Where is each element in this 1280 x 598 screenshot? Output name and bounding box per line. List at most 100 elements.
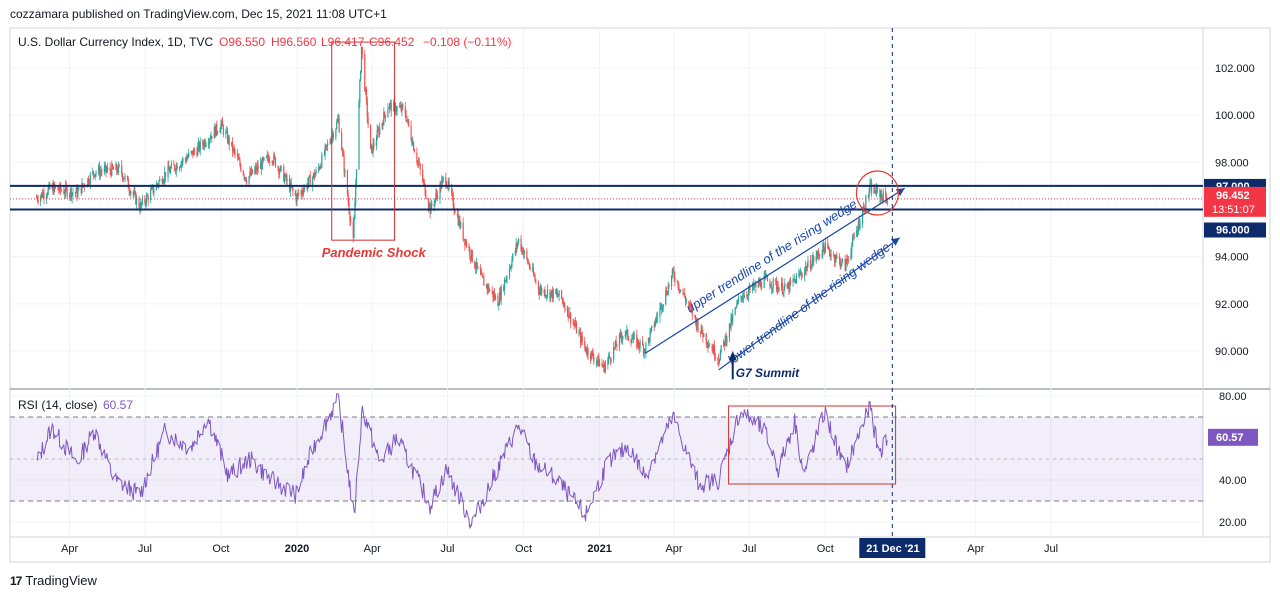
candle-body bbox=[545, 295, 547, 297]
candle-body bbox=[487, 285, 489, 290]
candle-body bbox=[360, 46, 363, 72]
candle-body bbox=[813, 256, 815, 262]
candle-body bbox=[278, 167, 280, 174]
candle-body bbox=[153, 190, 155, 193]
candle-body bbox=[846, 259, 848, 261]
candle-body bbox=[179, 166, 182, 168]
candle-body bbox=[742, 297, 744, 300]
candle-body bbox=[480, 273, 482, 275]
rsi-highlight-box[interactable] bbox=[728, 405, 897, 485]
chart-frame bbox=[9, 27, 1271, 563]
candle-body bbox=[352, 222, 354, 238]
candle-body bbox=[159, 178, 161, 182]
candle-body bbox=[742, 297, 745, 299]
candle-body bbox=[807, 260, 809, 267]
candle-body bbox=[107, 167, 109, 170]
candle-body bbox=[614, 340, 616, 348]
candle-body bbox=[289, 182, 291, 192]
time-axis-labels: Apr Jul Oct 2020 Apr Jul Oct 2021 Apr Jul Oct Apr Ju… bbox=[61, 543, 1058, 555]
candle-body bbox=[757, 281, 759, 288]
time-tick: Apr bbox=[967, 543, 984, 555]
tradingview-logo[interactable]: 17 TradingView bbox=[10, 573, 97, 588]
candle-body bbox=[58, 190, 60, 191]
pandemic-box[interactable] bbox=[331, 41, 396, 241]
candle-body bbox=[336, 120, 339, 123]
candle-body bbox=[775, 278, 777, 282]
candle-body bbox=[882, 191, 884, 202]
price-tick: 92.000 bbox=[1215, 299, 1249, 311]
candle-body bbox=[794, 279, 797, 284]
upper-trendline-arrow[interactable] bbox=[644, 187, 906, 354]
candle-body bbox=[140, 202, 143, 204]
time-tick: Oct bbox=[515, 543, 532, 555]
chart-canvas[interactable]: Pandemic Shock upper trendline of the ri… bbox=[0, 0, 1280, 570]
candle-body bbox=[454, 210, 456, 214]
candle-body bbox=[647, 338, 649, 344]
candle-body bbox=[474, 261, 476, 268]
candle-body bbox=[598, 356, 600, 367]
candle-body bbox=[867, 195, 869, 197]
candle-body bbox=[180, 162, 182, 167]
candle-body bbox=[185, 159, 187, 161]
candle-body bbox=[642, 345, 645, 354]
candle-body bbox=[446, 187, 449, 189]
candle-body bbox=[759, 280, 761, 285]
candle-body bbox=[751, 283, 754, 290]
candle-body bbox=[471, 250, 473, 262]
candles bbox=[35, 46, 888, 374]
candle-body bbox=[818, 253, 820, 257]
candle-body bbox=[836, 255, 838, 257]
candle-body bbox=[604, 364, 606, 372]
price-axis-labels: 102.000 100.000 98.000 94.000 92.000 90.000 bbox=[1215, 63, 1255, 358]
rsi-tick: 80.00 bbox=[1219, 391, 1247, 403]
candle-body bbox=[665, 290, 667, 305]
candle-body bbox=[456, 213, 458, 216]
candle-body bbox=[266, 155, 268, 157]
candle-body bbox=[844, 258, 846, 271]
candle-body bbox=[670, 275, 673, 287]
candle-body bbox=[365, 89, 367, 91]
candle-body bbox=[193, 149, 196, 152]
candle-body bbox=[164, 172, 166, 181]
candle-body bbox=[842, 258, 844, 260]
candle-body bbox=[798, 273, 800, 276]
candle-body bbox=[262, 158, 264, 160]
lower-trendline-arrow[interactable] bbox=[718, 237, 901, 371]
candle-body bbox=[660, 304, 662, 308]
candle-body bbox=[323, 154, 325, 155]
candle-body bbox=[729, 323, 731, 328]
candle-body bbox=[486, 284, 488, 290]
candle-body bbox=[203, 140, 205, 147]
publisher-header: cozzamara published on TradingView.com, … bbox=[10, 7, 387, 21]
candle-body bbox=[265, 156, 268, 158]
candle-body bbox=[422, 169, 424, 182]
candle-body bbox=[653, 325, 655, 327]
candle-body bbox=[748, 286, 750, 291]
candle-body bbox=[233, 147, 235, 151]
candle-body bbox=[104, 165, 106, 168]
candle-body bbox=[267, 155, 269, 159]
candle-body bbox=[408, 119, 410, 126]
candle-body bbox=[662, 304, 664, 308]
candle-body bbox=[595, 361, 597, 363]
candle-body bbox=[242, 170, 244, 175]
candle-body bbox=[557, 295, 559, 297]
candle-body bbox=[324, 146, 326, 155]
candle-body bbox=[509, 267, 511, 269]
candle-body bbox=[708, 345, 710, 347]
candle-body bbox=[47, 188, 49, 195]
recent-top-ellipse[interactable] bbox=[855, 170, 900, 216]
candle-body bbox=[268, 158, 270, 163]
candle-body bbox=[216, 123, 218, 133]
candle-body bbox=[213, 127, 215, 139]
candle-body bbox=[841, 259, 843, 265]
candle-body bbox=[202, 144, 205, 147]
candle-body bbox=[428, 204, 430, 208]
time-tick: Oct bbox=[817, 543, 834, 555]
candle-body bbox=[613, 347, 615, 360]
last-price-text: 96.452 bbox=[1216, 190, 1250, 202]
candle-body bbox=[341, 132, 343, 150]
rsi-tick: 40.00 bbox=[1219, 475, 1247, 487]
candle-body bbox=[317, 167, 320, 170]
candle-body bbox=[132, 191, 134, 195]
